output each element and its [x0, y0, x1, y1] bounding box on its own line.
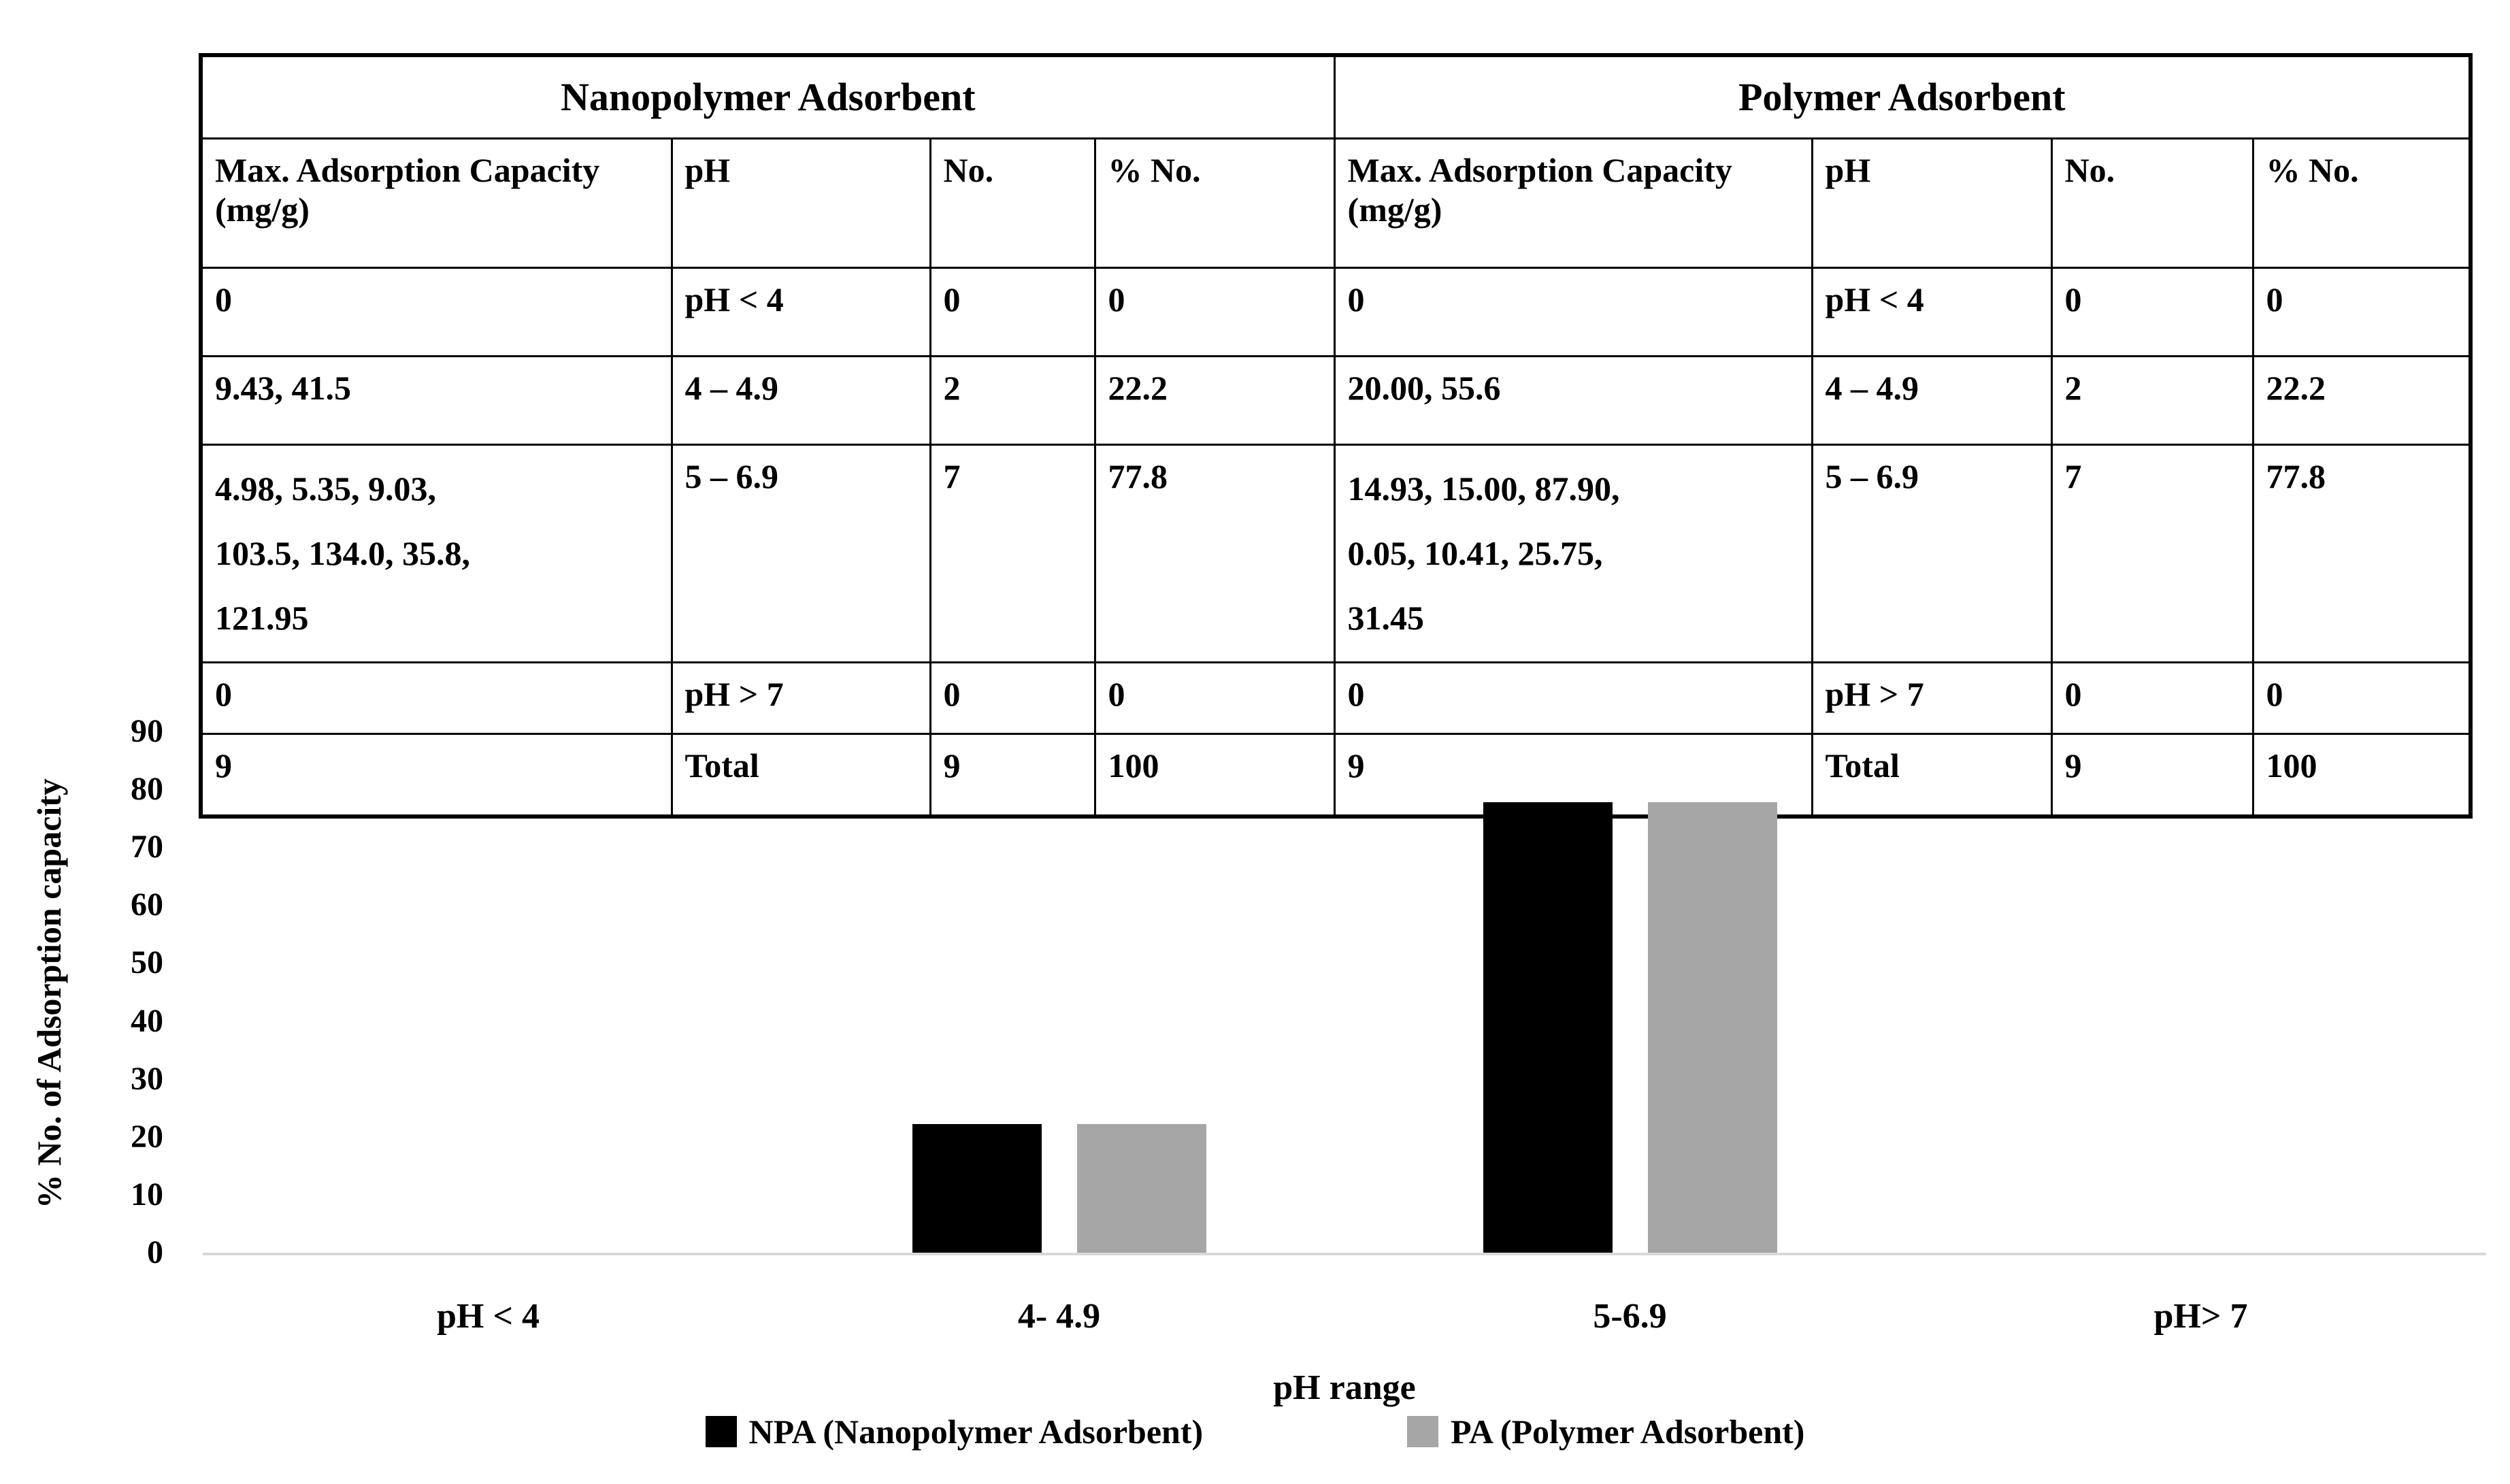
table-cell: 7 [929, 443, 1096, 663]
y-tick-label: 30 [131, 1060, 163, 1097]
table-cell: 0 [1093, 266, 1336, 357]
adsorbent-summary-table: Nanopolymer Adsorbent Polymer Adsorbent … [199, 53, 2473, 819]
table-cell: pH < 4 [670, 266, 931, 357]
table-cell: 7 [2050, 443, 2254, 663]
table-cell: 9 [199, 732, 673, 818]
table-row: 4.98, 5.35, 9.03, 103.5, 134.0, 35.8, 12… [199, 443, 2472, 663]
table-cell: 0 [1093, 661, 1336, 735]
table-cell: 14.93, 15.00, 87.90, 0.05, 10.41, 25.75,… [1333, 443, 1813, 663]
x-axis-title: pH range [1273, 1368, 1416, 1407]
table-cell: 9 [2050, 732, 2254, 818]
bar-pa-5-6.9 [1647, 802, 1777, 1253]
x-tick-label: 5-6.9 [1593, 1297, 1667, 1336]
table-row: 9.43, 41.5 4 – 4.9 2 22.2 20.00, 55.6 4 … [199, 354, 2472, 446]
col-header: Max. Adsorption Capacity (mg/g) [199, 137, 673, 269]
col-header: % No. [1093, 137, 1336, 269]
table-row: 0 pH > 7 0 0 0 pH > 7 0 0 [199, 661, 2472, 735]
bar-npa-5-6.9 [1483, 802, 1613, 1253]
table-cell: 100 [1093, 732, 1336, 818]
table-cell: 2 [929, 354, 1096, 446]
table-cell: pH > 7 [670, 661, 931, 735]
bar-npa-4-4.9 [912, 1124, 1042, 1253]
table-cell: 9 [929, 732, 1096, 818]
table-cell: 0 [2251, 266, 2472, 357]
table-cell: Total [670, 732, 931, 818]
table-cell: 22.2 [1093, 354, 1336, 446]
category-slot-4-4.9 [774, 731, 1344, 1253]
col-header: pH [670, 137, 931, 269]
col-header: % No. [2251, 137, 2472, 269]
table-row: 9 Total 9 100 9 Total 9 100 [199, 732, 2472, 818]
table-cell: 0 [2251, 661, 2472, 735]
legend-entry-pa: PA (Polymer Adsorbent) [1407, 1412, 1804, 1451]
y-tick-label: 10 [131, 1176, 163, 1213]
y-tick-label: 20 [131, 1118, 163, 1155]
table-cell: 4 – 4.9 [670, 354, 931, 446]
table-cell: Total [1811, 732, 2053, 818]
group-header-polymer: Polymer Adsorbent [1333, 54, 2472, 139]
legend-label-npa: NPA (Nanopolymer Adsorbent) [748, 1413, 1204, 1451]
npa-series-swatch-icon [705, 1416, 737, 1447]
y-tick-label: 40 [131, 1002, 163, 1039]
y-tick-label: 0 [147, 1234, 163, 1270]
col-header: pH [1811, 137, 2053, 269]
table-cell: 0 [929, 661, 1096, 735]
col-header: No. [929, 137, 1096, 269]
table-cell: pH > 7 [1811, 661, 2053, 735]
table-cell: 9.43, 41.5 [199, 354, 673, 446]
table-cell: 20.00, 55.6 [1333, 354, 1813, 446]
x-tick-label: pH> 7 [2153, 1297, 2248, 1336]
category-slot-ph-lt-4 [203, 731, 774, 1253]
table-cell: 0 [2050, 266, 2254, 357]
table-cell: 0 [1333, 661, 1813, 735]
x-tick-label: 4- 4.9 [1017, 1297, 1101, 1336]
table-cell: 0 [199, 661, 673, 735]
table-cell: 0 [929, 266, 1096, 357]
table-cell: 100 [2251, 732, 2472, 818]
table-cell: pH < 4 [1811, 266, 2053, 357]
table-cell: 77.8 [2251, 443, 2472, 663]
bar-pa-4-4.9 [1076, 1124, 1206, 1253]
x-tick-label: pH < 4 [437, 1297, 540, 1336]
legend-label-pa: PA (Polymer Adsorbent) [1451, 1413, 1805, 1451]
category-slot-ph-gt-7 [1915, 731, 2486, 1253]
table-cell: 0 [1333, 266, 1813, 357]
table-cell: 2 [2050, 354, 2254, 446]
table-cell: 77.8 [1093, 443, 1336, 663]
table-cell: 22.2 [2251, 354, 2472, 446]
group-header-nanopolymer: Nanopolymer Adsorbent [199, 54, 1336, 139]
table-cell: 0 [2050, 661, 2254, 735]
col-header: Max. Adsorption Capacity (mg/g) [1333, 137, 1813, 269]
legend-entry-npa: NPA (Nanopolymer Adsorbent) [705, 1412, 1204, 1451]
table-cell: 4 – 4.9 [1811, 354, 2053, 446]
table-cell: 0 [199, 266, 673, 357]
category-slot-5-6.9 [1344, 731, 1915, 1253]
y-tick-label: 50 [131, 944, 163, 981]
bar-chart-plot-area [203, 731, 2486, 1255]
table-row: 0 pH < 4 0 0 0 pH < 4 0 0 [199, 266, 2472, 357]
table-cell: 5 – 6.9 [670, 443, 931, 663]
chart-legend: NPA (Nanopolymer Adsorbent) PA (Polymer … [0, 1412, 2510, 1451]
pa-series-swatch-icon [1407, 1416, 1439, 1447]
y-axis-tick-labels: 90 80 70 60 50 40 30 20 10 0 [27, 708, 163, 1276]
table-cell: 4.98, 5.35, 9.03, 103.5, 134.0, 35.8, 12… [199, 443, 673, 663]
col-header: No. [2050, 137, 2254, 269]
y-tick-label: 80 [131, 771, 163, 808]
y-tick-label: 60 [131, 887, 163, 923]
x-axis-tick-labels: pH < 4 4- 4.9 5-6.9 pH> 7 [203, 1296, 2486, 1336]
y-tick-label: 90 [131, 713, 163, 749]
y-tick-label: 70 [131, 829, 163, 865]
table-cell: 5 – 6.9 [1811, 443, 2053, 663]
